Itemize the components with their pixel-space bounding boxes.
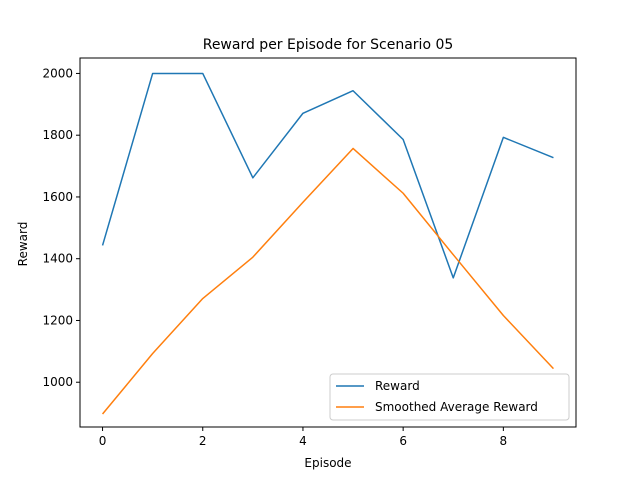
legend-box (329, 373, 570, 421)
y-tick-label: 1200 (42, 313, 73, 327)
y-tick-label: 1600 (42, 190, 73, 204)
y-tick-label: 1800 (42, 128, 73, 142)
y-axis: 1000 1200 1400 1600 1800 2000 (42, 66, 80, 389)
y-tick-label: 1400 (42, 252, 73, 266)
x-tick-label: 0 (99, 434, 107, 448)
x-tick-label: 4 (299, 434, 307, 448)
x-axis: 0 2 4 6 8 (99, 427, 507, 448)
x-axis-label: Episode (304, 456, 351, 470)
series-line-2 (101, 147, 554, 415)
plot-area (79, 57, 577, 428)
x-tick-label: 8 (500, 434, 508, 448)
legend-label: Smoothed Average Reward (375, 400, 538, 414)
x-tick-label: 2 (199, 434, 207, 448)
series-line-1 (101, 72, 554, 279)
y-tick-label: 1000 (42, 375, 73, 389)
y-tick-label: 2000 (42, 66, 73, 80)
x-tick-label: 6 (399, 434, 407, 448)
legend-label: Reward (375, 379, 420, 393)
chart-title: Reward per Episode for Scenario 05 (203, 37, 454, 53)
y-axis-label: Reward (16, 222, 30, 267)
legend: Reward Smoothed Average Reward (329, 373, 570, 421)
series-layer (101, 72, 554, 415)
